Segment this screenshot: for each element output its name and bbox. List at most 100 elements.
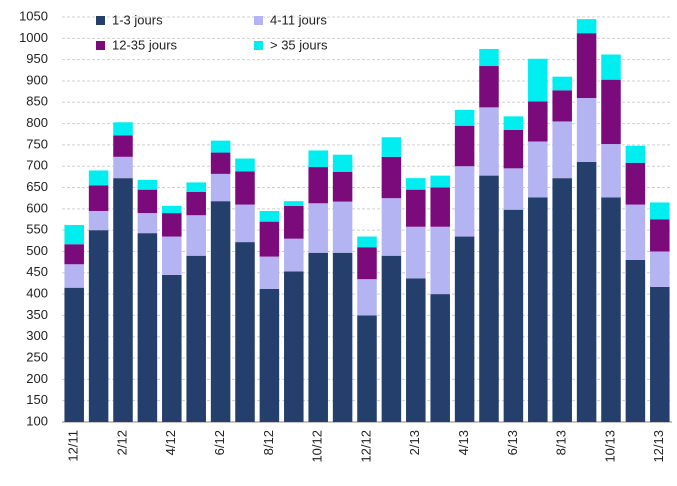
- y-tick-label: 1050: [19, 8, 48, 23]
- bar-segment: [162, 213, 182, 237]
- legend-swatch: [96, 41, 105, 50]
- bar-segment: [137, 233, 158, 422]
- bar-segment: [332, 201, 353, 253]
- bar-segment: [113, 122, 133, 136]
- bar-segment: [576, 19, 597, 34]
- bar-segment: [186, 215, 206, 256]
- x-tick-label: 4/13: [456, 430, 471, 455]
- y-tick-label: 700: [26, 158, 48, 173]
- bar-segment: [503, 116, 524, 130]
- bar-segment: [137, 189, 158, 214]
- bar-segment: [308, 203, 328, 253]
- bar-segment: [235, 204, 255, 243]
- y-tick-label: 100: [26, 413, 48, 428]
- legend-swatch: [96, 16, 105, 25]
- bar-segment: [113, 156, 133, 179]
- bar-segment: [332, 154, 353, 172]
- bar-segment: [503, 168, 524, 210]
- y-tick-label: 400: [26, 286, 48, 301]
- bar-segment: [479, 175, 499, 422]
- y-tick-label: 600: [26, 200, 48, 215]
- bar-segment: [381, 198, 402, 256]
- bar-segment: [88, 230, 109, 422]
- bar-segment: [284, 271, 304, 422]
- legend-swatch: [254, 16, 263, 25]
- y-tick-label: 450: [26, 264, 48, 279]
- bar-segment: [259, 256, 280, 289]
- bar-segment: [625, 145, 646, 163]
- bar-segment: [650, 202, 670, 220]
- bar-segment: [430, 294, 450, 422]
- bar-segment: [186, 255, 206, 422]
- bar-segment: [64, 225, 84, 245]
- bar-segment: [186, 182, 206, 192]
- bar-segment: [576, 33, 597, 99]
- bar-segment: [357, 279, 377, 316]
- bar-segment: [650, 219, 670, 252]
- x-tick-label: 12/12: [358, 430, 373, 463]
- bar-segment: [576, 98, 597, 162]
- y-tick-label: 250: [26, 349, 48, 364]
- x-tick-label: 10/13: [602, 430, 617, 463]
- bar-segment: [88, 185, 109, 211]
- bar-segment: [406, 189, 426, 227]
- bar-segment: [406, 278, 426, 422]
- bar-segment: [210, 201, 231, 422]
- bar-segment: [552, 121, 572, 179]
- y-tick-label: 300: [26, 328, 48, 343]
- bar-segment: [332, 171, 353, 202]
- x-tick-label: 2/12: [114, 430, 129, 455]
- y-tick-label: 800: [26, 115, 48, 130]
- bar-segment: [528, 197, 548, 422]
- y-tick-label: 850: [26, 94, 48, 109]
- bar-segment: [113, 135, 133, 157]
- bar-segment: [88, 170, 109, 186]
- bar-segment: [430, 175, 450, 188]
- y-tick-label: 350: [26, 307, 48, 322]
- x-tick-label: 12/11: [66, 430, 81, 462]
- bar-segment: [284, 238, 304, 272]
- bar-segment: [284, 201, 304, 206]
- bar-segment: [332, 252, 353, 422]
- bar-segment: [162, 274, 182, 422]
- x-tick-label: 12/13: [651, 430, 666, 463]
- bar-segment: [113, 178, 133, 422]
- bar-segment: [308, 167, 328, 204]
- bar-segment: [552, 76, 572, 91]
- y-tick-label: 200: [26, 371, 48, 386]
- bar-segment: [235, 242, 255, 422]
- bar-segment: [381, 255, 402, 422]
- bar-segment: [235, 171, 255, 205]
- x-tick-label: 4/12: [163, 430, 178, 455]
- bar-segment: [430, 226, 450, 295]
- bar-segment: [64, 264, 84, 288]
- bar-segment: [64, 287, 84, 422]
- bar-segment: [650, 286, 670, 422]
- bar-segment: [601, 144, 621, 198]
- bar-segment: [479, 107, 499, 176]
- bar-segment: [625, 162, 646, 205]
- legend-label: 4-11 jours: [270, 12, 327, 27]
- bar-segment: [381, 137, 402, 157]
- bar-segment: [210, 173, 231, 202]
- y-tick-label: 550: [26, 222, 48, 237]
- bar-segment: [162, 236, 182, 275]
- legend-label: 1-3 jours: [112, 12, 163, 27]
- x-tick-label: 8/13: [554, 430, 569, 455]
- bar-segment: [552, 178, 572, 422]
- x-tick-label: 10/12: [310, 430, 325, 463]
- bar-segment: [552, 90, 572, 122]
- bar-segment: [162, 205, 182, 214]
- bar-segment: [259, 288, 280, 422]
- bar-segment: [259, 221, 280, 257]
- bar-segment: [357, 247, 377, 280]
- bar-segment: [454, 109, 475, 126]
- bar-segment: [210, 140, 231, 153]
- bar-segment: [479, 48, 499, 67]
- bar-segment: [259, 210, 280, 222]
- y-tick-label: 150: [26, 392, 48, 407]
- bar-segment: [186, 191, 206, 216]
- y-tick-label: 1000: [19, 30, 48, 45]
- bar-segment: [601, 54, 621, 80]
